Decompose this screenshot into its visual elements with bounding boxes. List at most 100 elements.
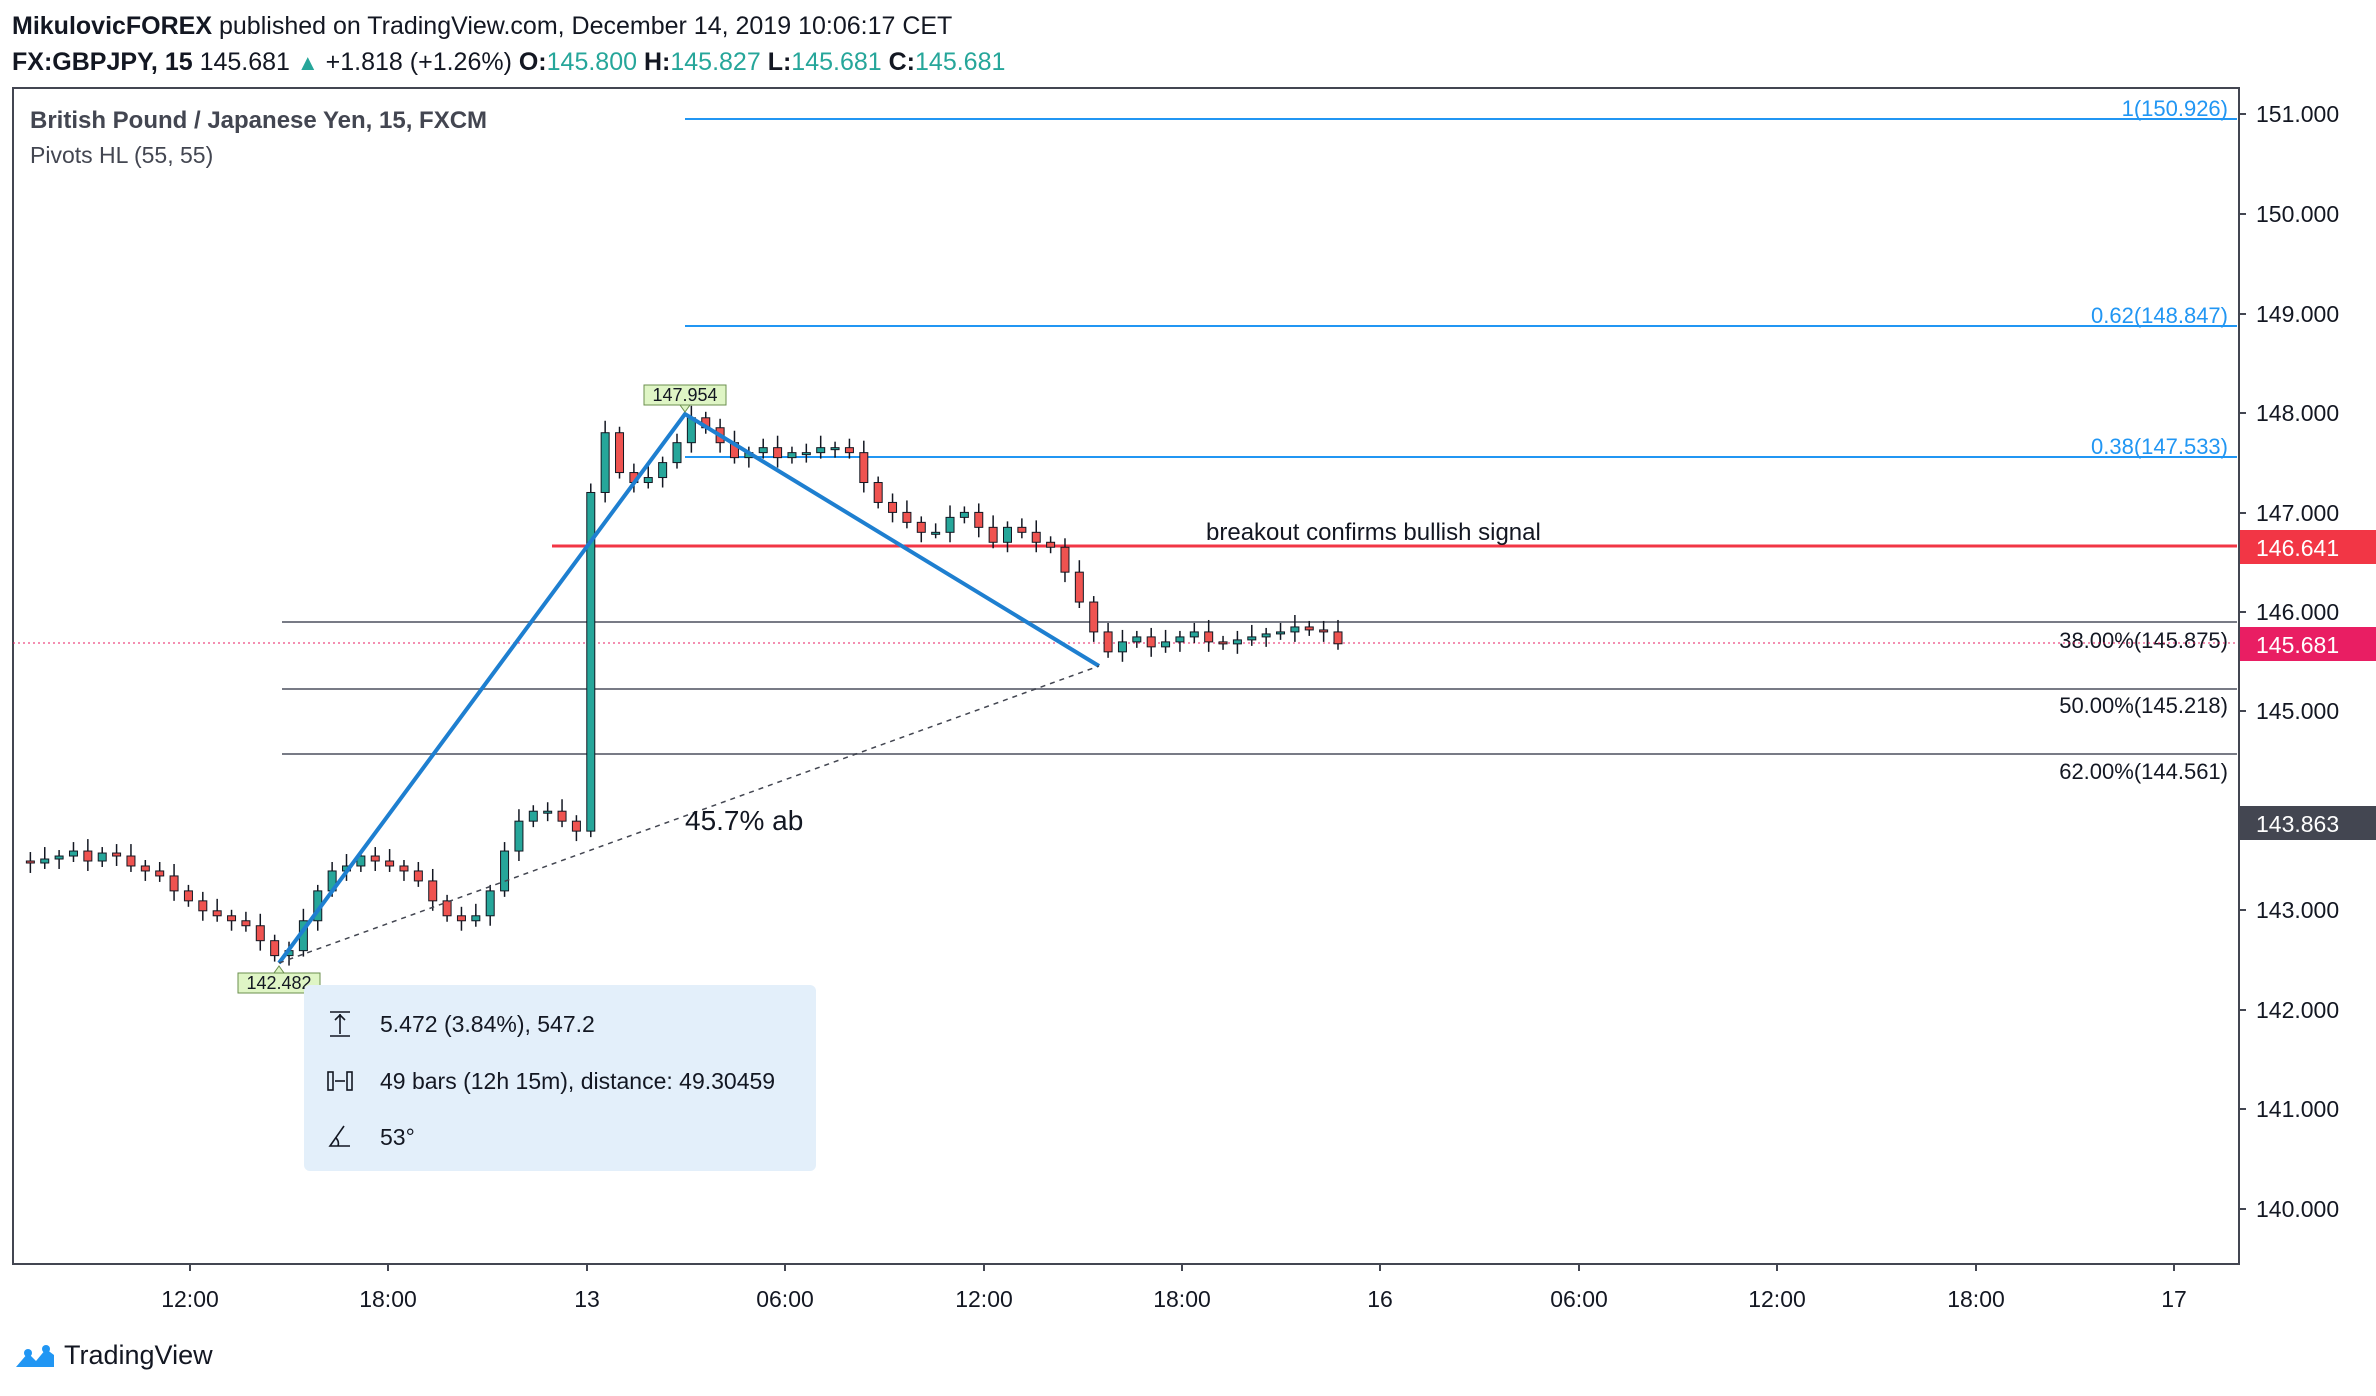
- candle-body: [773, 447, 783, 459]
- high-label: H:: [643, 48, 671, 76]
- candle-body: [270, 940, 280, 957]
- price-tick: 148.000: [2256, 400, 2339, 426]
- candle-body: [543, 810, 553, 814]
- candle-body: [916, 521, 926, 533]
- author-name[interactable]: MikulovicFOREX: [12, 12, 213, 40]
- candle-body: [126, 855, 136, 867]
- candle-body: [140, 865, 150, 872]
- price-tick: 145.000: [2256, 698, 2339, 724]
- price-tick: 141.000: [2256, 1096, 2339, 1122]
- candle-body: [1333, 631, 1343, 645]
- low-value: 145.681: [791, 48, 882, 76]
- price-candles: [25, 405, 1343, 966]
- candle-body: [859, 452, 869, 484]
- tradingview-logo[interactable]: TradingView: [12, 1340, 213, 1371]
- candle-body: [888, 501, 898, 513]
- chart-header: MikulovicFOREX published on TradingView.…: [12, 8, 1005, 81]
- candle-body: [1046, 541, 1056, 548]
- price-tick: 150.000: [2256, 201, 2339, 227]
- candle-body: [1319, 629, 1329, 633]
- candle-body: [1261, 633, 1271, 638]
- publish-text: published on TradingView.com, December 1…: [219, 12, 953, 40]
- candle-body: [600, 432, 610, 493]
- candle-body: [1132, 636, 1142, 643]
- measure-angle: 53°: [380, 1124, 415, 1150]
- indicator-legend[interactable]: Pivots HL (55, 55): [30, 142, 213, 168]
- low-pivot-badge: [237, 972, 321, 994]
- measure-bars: 49 bars (12h 15m), distance: 49.30459: [380, 1068, 775, 1094]
- fib-ext-1-label: 1(150.926): [2122, 96, 2228, 121]
- candle-body: [500, 850, 510, 892]
- candle-body: [830, 447, 840, 451]
- candle-body: [40, 858, 50, 864]
- price-tick: 147.000: [2256, 500, 2339, 526]
- low-pivot-label: 142.482: [246, 973, 311, 993]
- candle-body: [1031, 531, 1041, 543]
- candle-body: [54, 855, 64, 860]
- candle-body: [571, 820, 581, 832]
- candle-body: [557, 810, 567, 822]
- candle-body: [1189, 631, 1199, 638]
- candle-body: [844, 447, 854, 454]
- time-axis[interactable]: 12:00 18:00 13 06:00 12:00 18:00 16 06:0…: [161, 1286, 2187, 1312]
- abc-pattern-lines[interactable]: [277, 411, 1101, 965]
- up-triangle-icon: ▲: [296, 50, 319, 75]
- candle-body: [816, 447, 826, 454]
- candle-body: [169, 875, 179, 892]
- candle-body: [456, 915, 466, 922]
- candle-body: [413, 870, 423, 882]
- time-tick: 12:00: [1748, 1286, 1806, 1312]
- symbol: FX:GBPJPY, 15: [12, 48, 193, 76]
- time-tick: 06:00: [1550, 1286, 1608, 1312]
- candle-body: [974, 511, 984, 528]
- candle-body: [1003, 526, 1012, 543]
- tradingview-brand: TradingView: [64, 1340, 213, 1370]
- candle-body: [1117, 641, 1127, 653]
- candle-body: [83, 850, 93, 862]
- candle-body: [1232, 639, 1242, 645]
- candle-body: [97, 852, 107, 862]
- candle-body: [586, 491, 596, 832]
- candle-body: [155, 870, 165, 877]
- candle-body: [1304, 626, 1314, 631]
- fib-ext-038-label: 0.38(147.533): [2091, 434, 2228, 459]
- candle-body: [25, 860, 35, 864]
- bars-icon: [327, 1071, 353, 1091]
- price-axis[interactable]: 151.000 150.000 149.000 148.000 147.000 …: [2256, 101, 2339, 1222]
- current-price-label: 145.681: [2256, 632, 2339, 658]
- candle-body: [787, 452, 797, 459]
- time-tick: 18:00: [1153, 1286, 1211, 1312]
- retracement-38-label: 38.00%(145.875): [2059, 628, 2228, 653]
- candle-body: [1017, 526, 1027, 533]
- candle-body: [658, 462, 668, 479]
- candle-body: [931, 531, 941, 535]
- breakout-annotation[interactable]: breakout confirms bullish signal: [1206, 519, 1541, 546]
- candle-body: [672, 442, 682, 464]
- retracement-50-label: 50.00%(145.218): [2059, 693, 2228, 718]
- candle-body: [1074, 571, 1084, 603]
- low-pivot-pointer: [273, 965, 285, 974]
- measure-tooltip[interactable]: 5.472 (3.84%), 547.2 49 bars (12h 15m), …: [304, 985, 816, 1171]
- fib-ext-062-label: 0.62(148.847): [2091, 303, 2228, 328]
- candle-body: [801, 452, 811, 456]
- candle-body: [514, 820, 524, 852]
- price-tick: 142.000: [2256, 997, 2339, 1023]
- tradingview-cloud-icon: [16, 1344, 54, 1367]
- candle-body: [471, 915, 481, 922]
- candle-body: [212, 910, 222, 917]
- candle-body: [68, 850, 78, 857]
- retracement-62-label: 62.00%(144.561): [2059, 759, 2228, 784]
- close-value: 145.681: [915, 48, 1006, 76]
- candle-body: [370, 855, 380, 862]
- candle-body: [1060, 546, 1070, 573]
- last-price: 145.681: [199, 48, 290, 76]
- measure-range: 5.472 (3.84%), 547.2: [380, 1011, 595, 1037]
- close-label: C:: [888, 48, 916, 76]
- open-label: O:: [518, 48, 547, 76]
- symbol-quote-line: FX:GBPJPY, 15 145.681 ▲ +1.818 (+1.26%) …: [12, 44, 1005, 81]
- price-tick: 143.000: [2256, 897, 2339, 923]
- candle-body: [198, 900, 208, 912]
- candle-body: [758, 447, 768, 454]
- high-value: 145.827: [670, 48, 761, 76]
